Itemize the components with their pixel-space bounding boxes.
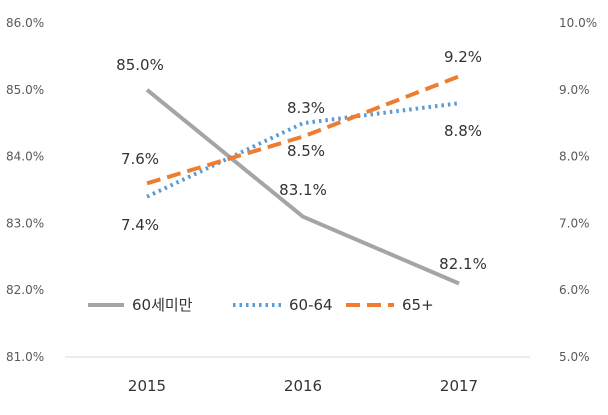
data-label: 85.0% [116,56,164,74]
data-label: 8.3% [287,99,325,117]
right-tick-label: 8.0% [559,150,590,164]
right-tick-label: 6.0% [559,283,590,297]
legend: 60세미만 60-64 65+ [88,296,434,314]
legend-label-0: 60세미만 [132,296,193,314]
data-label: 7.4% [121,216,159,234]
left-tick-label: 81.0% [6,350,44,364]
left-tick-label: 82.0% [6,283,44,297]
left-tick-label: 83.0% [6,216,44,230]
series-lines [145,74,460,286]
data-label: 83.1% [279,181,327,199]
data-label: 8.8% [444,122,482,140]
x-tick-label: 2017 [440,377,478,395]
left-tick-label: 84.0% [6,150,44,164]
left-axis-ticks: 81.0% 82.0% 83.0% 84.0% 85.0% 86.0% [6,16,44,364]
data-label: 7.6% [121,150,159,168]
data-labels: 85.0% 83.1% 82.1% 7.4% 8.5% 8.8% 7.6% 8.3% 9.2% [116,48,487,273]
right-tick-label: 7.0% [559,216,590,230]
right-tick-label: 10.0% [559,16,597,30]
x-tick-label: 2016 [284,377,322,395]
right-tick-label: 9.0% [559,83,590,97]
right-axis-ticks: 5.0% 6.0% 7.0% 8.0% 9.0% 10.0% [559,16,597,364]
left-tick-label: 86.0% [6,16,44,30]
x-tick-label: 2015 [128,377,166,395]
x-axis-ticks: 2015 2016 2017 [128,377,478,395]
data-label: 8.5% [287,142,325,160]
legend-label-2: 65+ [402,296,434,314]
series-line-2 [146,74,460,186]
data-label: 82.1% [439,255,487,273]
legend-label-1: 60-64 [289,296,333,314]
left-tick-label: 85.0% [6,83,44,97]
right-tick-label: 5.0% [559,350,590,364]
series-line-0 [145,88,460,286]
data-label: 9.2% [444,48,482,66]
